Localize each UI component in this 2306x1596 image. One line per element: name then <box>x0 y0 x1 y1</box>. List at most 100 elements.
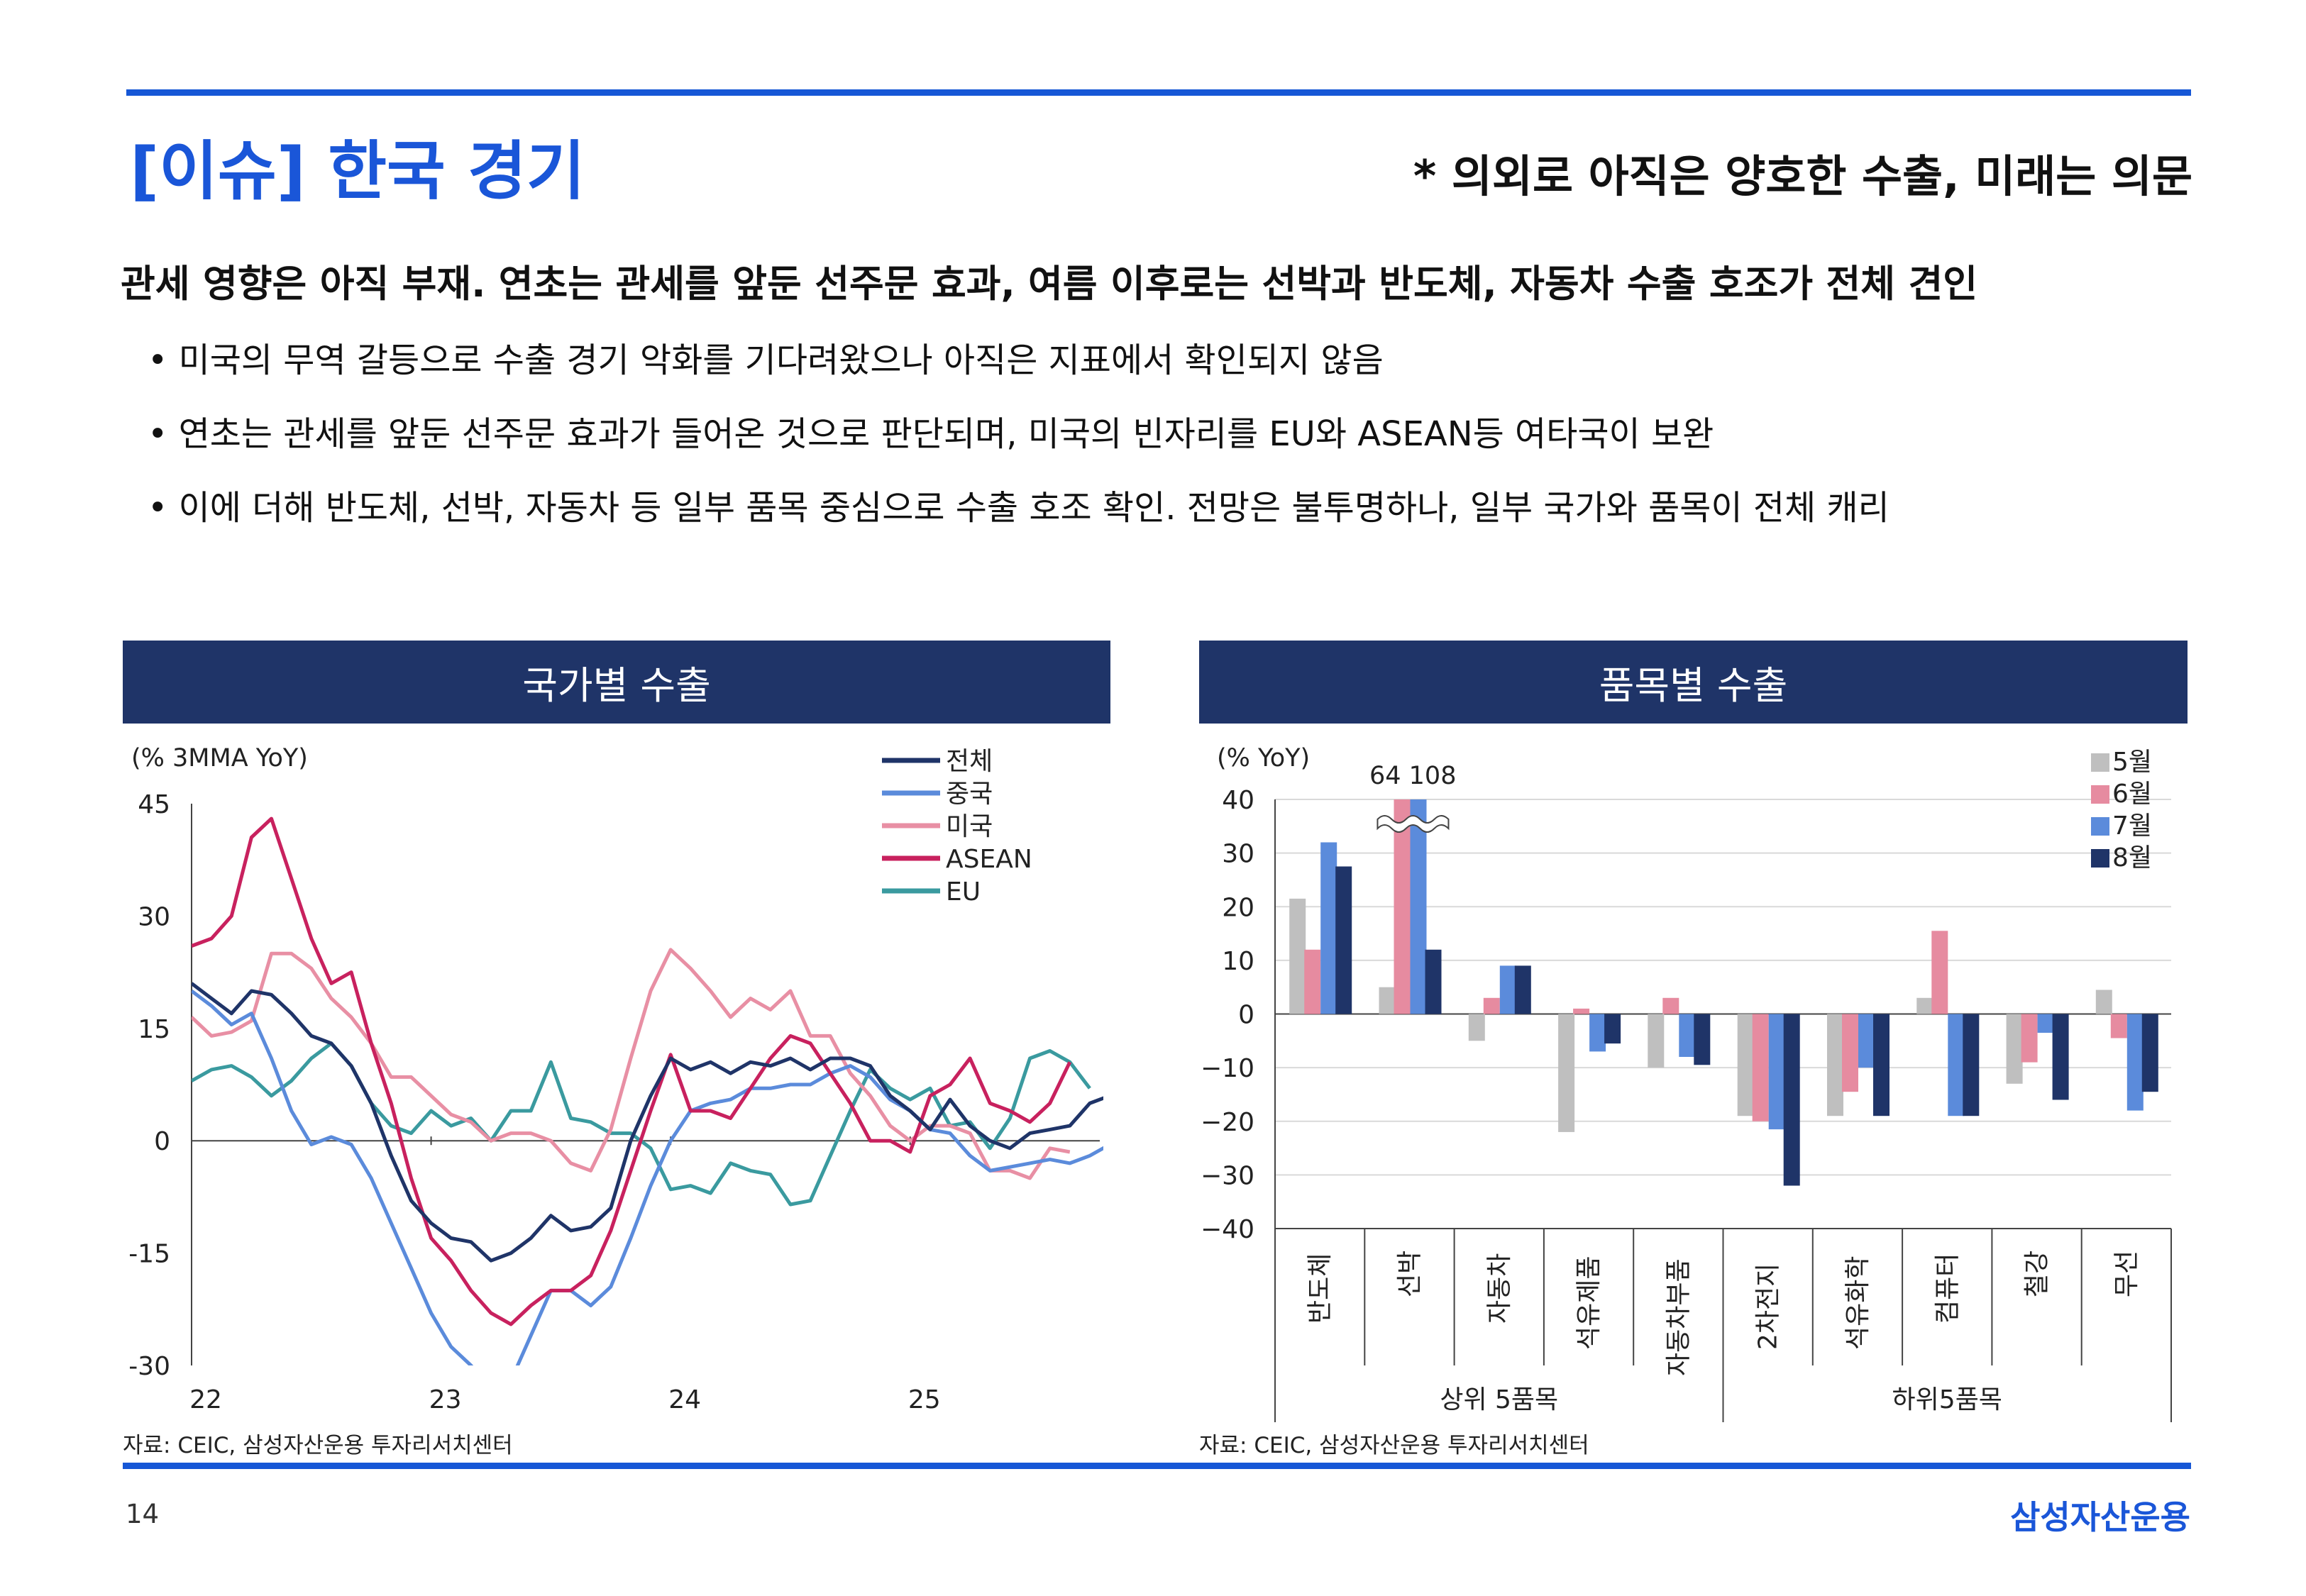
bar-철강-8월 <box>2052 1014 2069 1100</box>
bar-chart-ytick: 10 <box>1222 947 1254 976</box>
bar-chart-category-label: 자동차 <box>1485 1253 1514 1324</box>
page-title: [이슈] 한국 경기 <box>130 134 585 209</box>
line-chart-ytick: -15 <box>128 1240 170 1269</box>
line-series-ASEAN <box>192 816 1072 1326</box>
bar-선박-7월 <box>1410 799 1427 1014</box>
bar-컴퓨터-7월 <box>1948 1014 1965 1116</box>
bar-철강-5월 <box>2006 1014 2023 1084</box>
line-chart-ytick: 30 <box>138 902 170 931</box>
bar-석유화학-8월 <box>1873 1014 1890 1116</box>
line-chart-xtick: 25 <box>908 1385 941 1414</box>
bar-컴퓨터-5월 <box>1916 997 1933 1014</box>
bar-chart-ytick: −40 <box>1201 1215 1254 1244</box>
line-chart-ytick: 0 <box>154 1127 170 1156</box>
line-chart-axes: 45 30 15 0 -15 -30 22 23 24 25 <box>128 790 1100 1414</box>
bar-chart-ytick: −10 <box>1201 1054 1254 1083</box>
bullet-1: • 미국의 무역 갈등으로 수출 경기 악화를 기다려왔으나 아직은 지표에서 … <box>148 340 1384 380</box>
bar-chart-category-label: 컴퓨터 <box>1933 1253 1962 1324</box>
bar-자동차부품-7월 <box>1679 1014 1696 1057</box>
bar-철강-6월 <box>2021 1014 2038 1063</box>
bar-자동차-7월 <box>1499 965 1516 1014</box>
bar-석유제품-7월 <box>1589 1014 1606 1052</box>
bar-철강-7월 <box>2037 1014 2054 1033</box>
bar-chart-category-label: 반도체 <box>1306 1253 1335 1324</box>
bar-석유제품-8월 <box>1604 1014 1621 1044</box>
bar-chart-ylabel: (% YoY) <box>1217 744 1310 772</box>
bar-컴퓨터-6월 <box>1931 931 1948 1014</box>
bar-반도체-5월 <box>1289 898 1306 1014</box>
bar-chart-category-label: 2차전지 <box>1754 1263 1783 1350</box>
bar-석유화학-6월 <box>1842 1014 1858 1092</box>
legend-label-중국: 중국 <box>946 780 993 809</box>
line-chart-ytick: 15 <box>138 1015 170 1044</box>
bottom-rule <box>123 1463 2191 1469</box>
line-series-미국 <box>192 948 1071 1180</box>
line-chart-source: 자료: CEIC, 삼성자산운용 투자리서치센터 <box>123 1433 513 1458</box>
bar-자동차-8월 <box>1514 965 1531 1014</box>
line-chart-xtick: 24 <box>668 1385 701 1414</box>
bar-컴퓨터-8월 <box>1963 1014 1980 1116</box>
bar-chart-category-label: 선박 <box>1395 1251 1424 1297</box>
bar-자동차부품-8월 <box>1694 1014 1711 1065</box>
line-series-중국 <box>192 990 1103 1365</box>
bar-chart-ytick: 20 <box>1222 893 1254 922</box>
bar-chart-axes: 40 30 20 10 0 −10 −20 −30 −40 반도체 선박 자동차 석유제품 자동차부품 2차… <box>1201 786 2172 1422</box>
line-chart-xtick: 22 <box>189 1385 222 1414</box>
bar-chart-axis-break-icon <box>1377 815 1450 833</box>
bar-chart-category-label: 철강 <box>2023 1251 2052 1297</box>
bar-legend-swatch-5월 <box>2091 753 2109 772</box>
bar-2차전지-8월 <box>1783 1014 1800 1186</box>
bar-반도체-8월 <box>1335 866 1352 1014</box>
bar-chart-ytick: 30 <box>1222 840 1254 869</box>
line-chart-series <box>192 816 1103 1365</box>
bar-legend-label-7월: 7월 <box>2112 811 2152 841</box>
country-export-panel-header: 국가별 수출 <box>123 641 1110 724</box>
bar-자동차부품-5월 <box>1648 1014 1665 1068</box>
bar-무선-5월 <box>2095 990 2112 1014</box>
bar-무선-8월 <box>2141 1014 2158 1092</box>
bar-자동차-6월 <box>1483 997 1500 1014</box>
bar-석유제품-5월 <box>1558 1014 1575 1132</box>
bar-2차전지-7월 <box>1768 1014 1785 1130</box>
bar-legend-swatch-7월 <box>2091 817 2109 836</box>
legend-label-전체: 전체 <box>946 747 993 776</box>
bar-선박-8월 <box>1425 949 1442 1014</box>
line-chart-xtick: 23 <box>429 1385 462 1414</box>
bar-석유제품-6월 <box>1573 1008 1590 1014</box>
line-series-전체 <box>192 982 1103 1263</box>
bar-chart-ytick: 0 <box>1238 1001 1254 1030</box>
bar-chart-source: 자료: CEIC, 삼성자산운용 투자리서치센터 <box>1199 1433 1589 1458</box>
bullet-3: • 이에 더해 반도체, 선박, 자동차 등 일부 품목 중심으로 수출 호조 … <box>148 488 1890 528</box>
bar-legend-label-6월: 6월 <box>2112 780 2152 809</box>
top-rule <box>126 89 2191 96</box>
bar-chart-category-label: 석유화학 <box>1843 1256 1872 1350</box>
legend-label-ASEAN: ASEAN <box>946 845 1032 874</box>
bar-chart-group-label: 하위5품목 <box>1892 1385 2002 1414</box>
bar-자동차-5월 <box>1468 1014 1485 1041</box>
bar-반도체-7월 <box>1320 842 1337 1014</box>
page-subtitle: * 의외로 아직은 양호한 수출, 미래는 의문 <box>1413 150 2192 202</box>
bar-석유화학-5월 <box>1827 1014 1843 1116</box>
line-chart-ylabel: (% 3MMA YoY) <box>131 744 308 772</box>
item-export-panel-header: 품목별 수출 <box>1199 641 2188 724</box>
page-number: 14 <box>126 1499 160 1529</box>
legend-label-EU: EU <box>946 877 981 907</box>
bar-chart-category-label: 무선 <box>2112 1251 2141 1297</box>
bar-무선-6월 <box>2110 1014 2127 1038</box>
legend-label-미국: 미국 <box>946 812 993 841</box>
bar-chart-category-label: 석유제품 <box>1574 1256 1604 1350</box>
bar-chart-group-label: 상위 5품목 <box>1440 1385 1558 1414</box>
bar-선박-6월 <box>1394 799 1411 1014</box>
bar-legend-label-8월: 8월 <box>2112 843 2152 872</box>
bar-chart-ytick: −30 <box>1201 1161 1254 1190</box>
bullet-2: • 연초는 관세를 앞둔 선주문 효과가 들어온 것으로 판단되며, 미국의 빈… <box>148 414 1714 454</box>
bar-선박-5월 <box>1379 987 1396 1014</box>
bar-자동차부품-6월 <box>1662 997 1679 1014</box>
bar-2차전지-6월 <box>1752 1014 1769 1121</box>
bar-2차전지-5월 <box>1737 1014 1754 1116</box>
bar-chart-bars <box>1289 799 2158 1186</box>
